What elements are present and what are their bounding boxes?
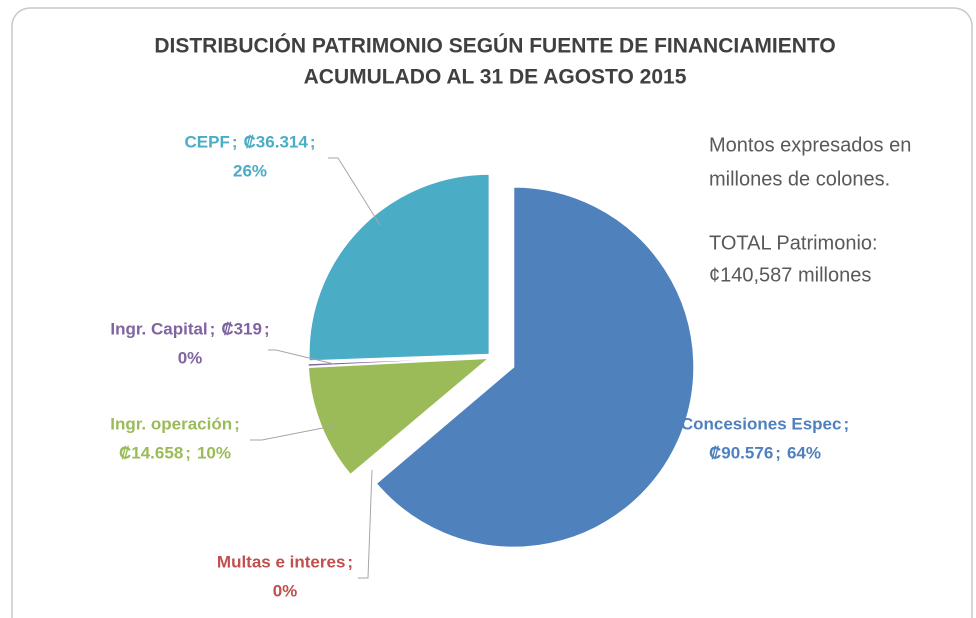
note: Montos expresados en [709,134,911,156]
data-label-part: Ingr. Capital [110,320,207,339]
data-label-part: Multas e interes [217,553,346,572]
data-label-part: ; [232,133,238,152]
data-label-part: 26% [233,162,267,181]
pie-slice [308,173,490,362]
pie-slice [307,357,490,476]
data-label-part: Concesiones Espec [681,415,842,434]
data-label: Concesiones Espec; [681,415,849,434]
pie-slice [350,359,490,477]
data-label-part: ; [775,444,781,463]
data-label-part: ; [843,415,849,434]
data-label-part: ; [264,320,270,339]
data-label-part: ; [210,320,216,339]
leader-line [268,349,335,365]
chart-frame [11,7,973,618]
chart-subtitle: ACUMULADO AL 31 DE AGOSTO 2015 [304,66,687,89]
leader-line [250,424,339,441]
note: millones de colones. [709,168,890,190]
data-label-part: ₡90.576 [709,444,773,463]
data-label: Multas e interes; [217,553,353,572]
note: ¢140,587 millones [709,264,871,286]
data-label-part: 0% [178,349,203,368]
pie-slice [375,186,695,548]
pie-slice [307,356,489,367]
chart-title: DISTRIBUCIÓN PATRIMONIO SEGÚN FUENTE DE … [154,34,835,58]
data-label-part: ; [234,415,240,434]
data-label: Ingr. operación; [110,415,240,434]
data-label-part: 64% [787,444,821,463]
data-label-part: ₡14.658 [119,444,183,463]
data-label-part: ; [347,553,353,572]
data-label-part: CEPF [185,133,230,152]
data-label-part: ₡319 [221,320,262,339]
data-label-part: 10% [197,444,231,463]
data-label-part: 0% [273,582,298,601]
data-label-part: Ingr. operación [110,415,232,434]
leader-line [328,157,381,226]
data-label: 26% [233,162,267,181]
data-label: CEPF; ₡36.314; [185,133,316,152]
data-label: ₡14.658; 10% [119,444,231,463]
data-label: ₡90.576; 64% [709,444,821,463]
data-label-part: ; [310,133,316,152]
data-label: 0% [273,582,298,601]
leader-line [358,469,373,579]
data-label-part: ₡36.314 [244,133,309,152]
note: TOTAL Patrimonio: [709,232,878,254]
data-label: 0% [178,349,203,368]
data-label-part: ; [185,444,191,463]
data-label: Ingr. Capital; ₡319; [110,320,269,339]
